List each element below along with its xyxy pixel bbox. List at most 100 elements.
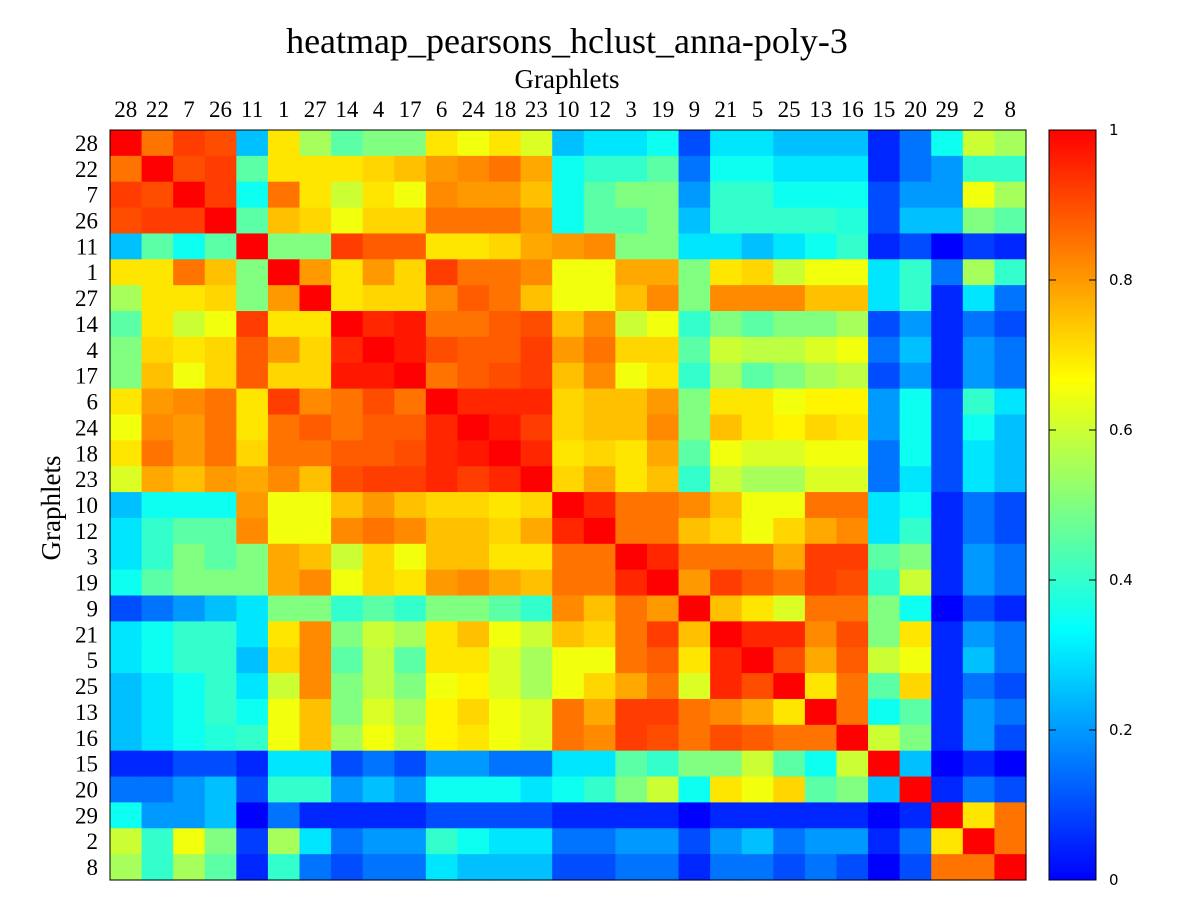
heatmap-cell-8-4 — [362, 854, 395, 881]
heatmap-cell-20-27 — [299, 776, 332, 804]
y-tick-label: 28 — [75, 131, 98, 156]
heatmap-cell-8-3 — [615, 854, 648, 881]
heatmap-cell-15-12 — [583, 750, 616, 778]
heatmap-cell-23-29 — [931, 466, 964, 493]
y-tick-label: 25 — [75, 674, 98, 699]
heatmap-cell-12-6 — [425, 517, 459, 545]
heatmap-cell-2-11 — [236, 828, 269, 855]
heatmap-cell-10-10 — [552, 492, 585, 519]
y-tick-label: 2 — [87, 829, 99, 854]
heatmap-cell-2-3 — [615, 828, 648, 855]
heatmap-cell-9-11 — [236, 595, 269, 622]
heatmap-cell-21-8 — [994, 621, 1027, 648]
heatmap-cell-3-20 — [899, 543, 932, 571]
heatmap-cell-20-25 — [773, 776, 806, 804]
heatmap-cell-12-13 — [804, 517, 838, 545]
heatmap-cell-14-17 — [394, 311, 427, 338]
heatmap-cell-23-16 — [836, 466, 869, 493]
heatmap-cell-13-12 — [583, 698, 616, 726]
heatmap-cell-20-9 — [678, 776, 711, 804]
heatmap-cell-26-17 — [394, 207, 427, 235]
heatmap-cell-19-23 — [520, 569, 553, 597]
heatmap-cell-24-26 — [204, 414, 237, 441]
heatmap-cell-26-11 — [236, 207, 269, 235]
heatmap-cell-2-18 — [489, 828, 522, 855]
heatmap-cell-28-22 — [141, 130, 174, 157]
heatmap-cell-15-22 — [141, 750, 174, 778]
x-tick-label: 28 — [114, 97, 137, 122]
heatmap-cell-8-20 — [899, 854, 932, 881]
heatmap-cell-29-25 — [773, 802, 806, 829]
heatmap-cell-4-7 — [173, 336, 206, 364]
heatmap-cell-18-26 — [204, 440, 237, 467]
heatmap-cell-27-21 — [710, 285, 743, 312]
heatmap-cell-28-4 — [362, 130, 395, 157]
heatmap-cell-20-29 — [931, 776, 964, 804]
heatmap-cell-10-13 — [804, 492, 838, 519]
heatmap-cell-29-8 — [994, 802, 1027, 829]
heatmap-cell-14-11 — [236, 311, 269, 338]
heatmap-cell-24-5 — [741, 414, 774, 441]
heatmap-cell-16-17 — [394, 724, 427, 752]
heatmap-cell-7-18 — [489, 181, 522, 209]
heatmap-cell-25-17 — [394, 673, 427, 700]
heatmap-cell-14-26 — [204, 311, 237, 338]
heatmap-cell-5-10 — [552, 647, 585, 674]
heatmap-cell-25-3 — [615, 673, 648, 700]
heatmap-cell-16-21 — [710, 724, 743, 752]
heatmap-cell-9-2 — [962, 595, 996, 622]
heatmap-cell-7-20 — [899, 181, 932, 209]
heatmap-cell-1-7 — [173, 259, 206, 286]
heatmap-cell-24-14 — [331, 414, 364, 441]
heatmap-cell-21-24 — [457, 621, 490, 648]
heatmap-cell-1-23 — [520, 259, 553, 286]
heatmap-cell-4-11 — [236, 336, 269, 364]
y-tick-label: 5 — [87, 648, 99, 673]
heatmap-cell-11-12 — [583, 233, 616, 260]
heatmap-cell-21-25 — [773, 621, 806, 648]
heatmap-cell-4-13 — [804, 336, 838, 364]
heatmap-cell-27-28 — [110, 285, 143, 312]
heatmap-cell-4-15 — [868, 336, 901, 364]
heatmap-cell-22-10 — [552, 155, 585, 183]
heatmap-cell-2-21 — [710, 828, 743, 855]
heatmap-cell-11-23 — [520, 233, 553, 260]
heatmap-cell-23-20 — [899, 466, 932, 493]
heatmap-cell-6-12 — [583, 388, 616, 416]
heatmap-cell-1-13 — [804, 259, 838, 286]
heatmap-cell-24-29 — [931, 414, 964, 441]
heatmap-cell-7-13 — [804, 181, 838, 209]
heatmap-cell-26-23 — [520, 207, 553, 235]
heatmap-cell-11-28 — [110, 233, 143, 260]
y-tick-label: 14 — [75, 312, 99, 337]
heatmap-cell-7-5 — [741, 181, 774, 209]
heatmap-cell-4-3 — [615, 336, 648, 364]
heatmap-cell-29-29 — [931, 802, 964, 829]
colorbar-tick-label: 1 — [1109, 121, 1119, 139]
heatmap-cell-17-11 — [236, 362, 269, 390]
heatmap-cell-26-29 — [931, 207, 964, 235]
heatmap-cell-20-19 — [646, 776, 680, 804]
heatmap-cell-9-25 — [773, 595, 806, 622]
heatmap-cell-1-27 — [299, 259, 332, 286]
heatmap-cell-13-28 — [110, 698, 143, 726]
heatmap-cell-23-4 — [362, 466, 395, 493]
heatmap-cell-16-13 — [804, 724, 838, 752]
heatmap-cell-21-14 — [331, 621, 364, 648]
heatmap-cell-23-3 — [615, 466, 648, 493]
heatmap-cell-7-1 — [267, 181, 301, 209]
heatmap-cell-29-2 — [962, 802, 996, 829]
heatmap-cell-17-15 — [868, 362, 901, 390]
heatmap-cell-27-15 — [868, 285, 901, 312]
heatmap-cell-4-19 — [646, 336, 680, 364]
heatmap-cell-20-4 — [362, 776, 395, 804]
heatmap-cell-22-7 — [173, 155, 206, 183]
heatmap-cell-9-21 — [710, 595, 743, 622]
heatmap-cell-11-19 — [646, 233, 680, 260]
heatmap-cell-9-15 — [868, 595, 901, 622]
heatmap-cell-5-16 — [836, 647, 869, 674]
heatmap-cell-29-12 — [583, 802, 616, 829]
heatmap-cell-7-21 — [710, 181, 743, 209]
heatmap-cell-23-17 — [394, 466, 427, 493]
heatmap-cell-11-29 — [931, 233, 964, 260]
